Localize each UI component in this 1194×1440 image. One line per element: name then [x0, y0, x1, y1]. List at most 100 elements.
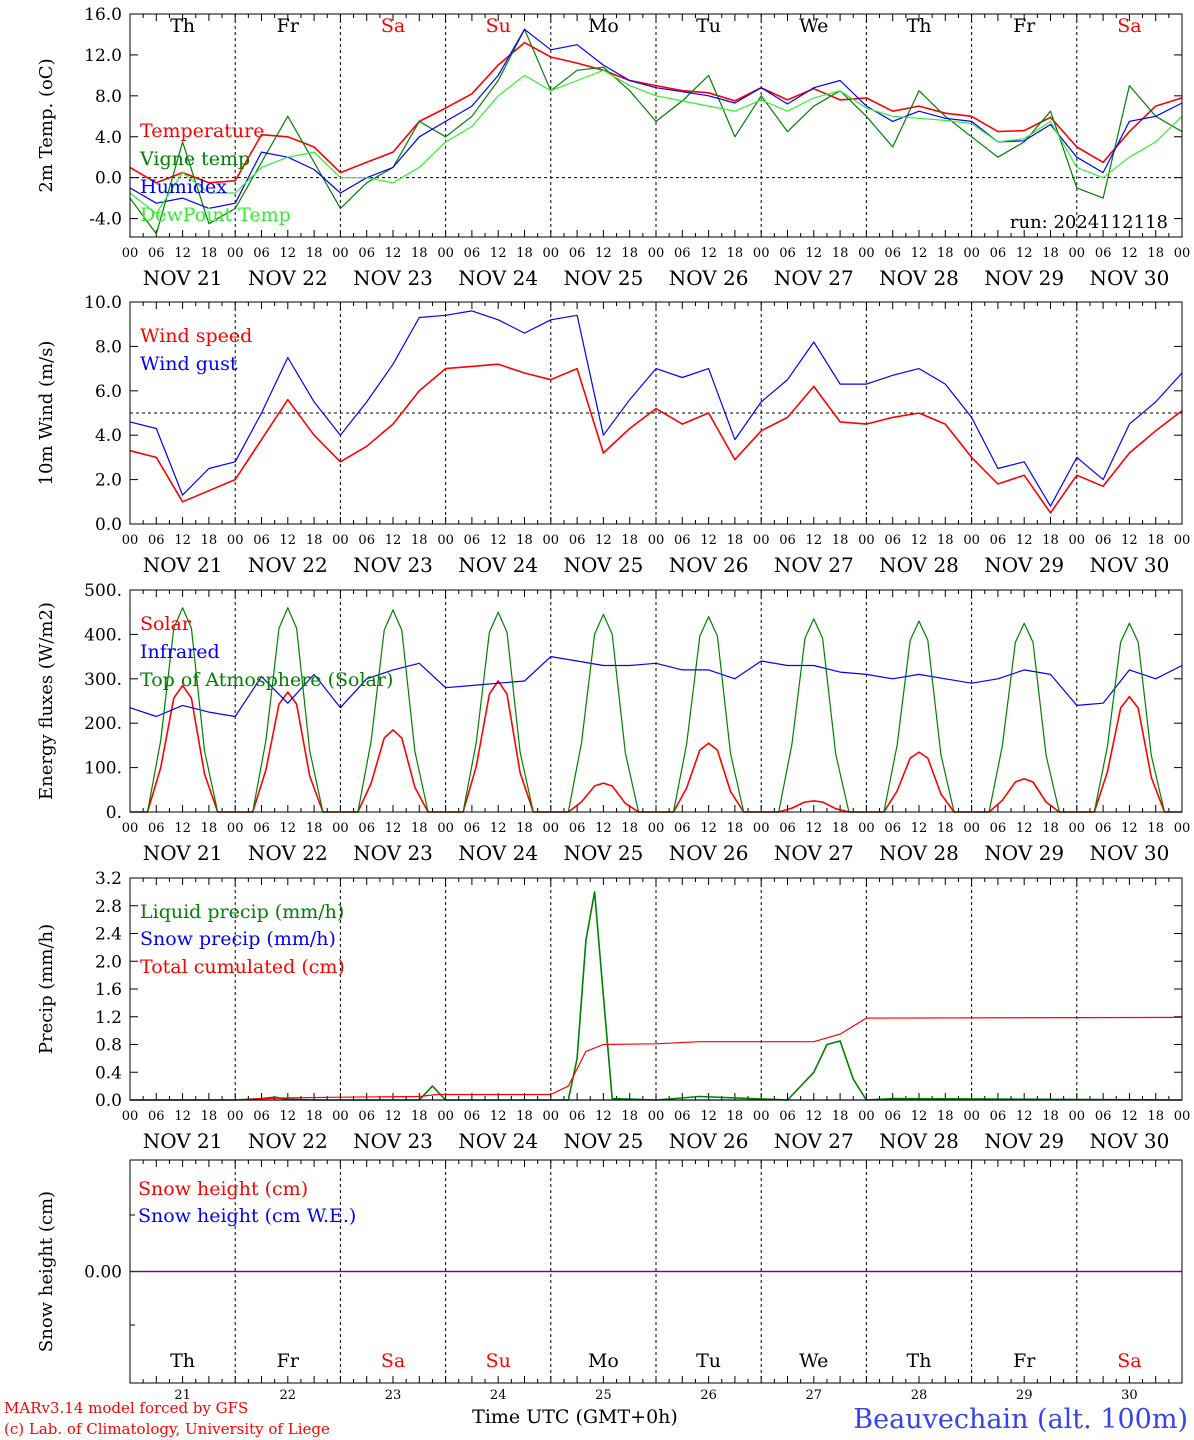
day-number-label: 21	[174, 1388, 191, 1403]
x-tick-label: 18	[621, 246, 638, 261]
x-tick-label: 12	[385, 1109, 402, 1124]
x-tick-label: 12	[490, 246, 507, 261]
x-tick-label: 06	[674, 246, 691, 261]
x-tick-label: 06	[569, 821, 586, 836]
x-tick-label: 00	[543, 533, 560, 548]
date-label: NOV 26	[669, 553, 749, 577]
legend-entry: Liquid precip (mm/h)	[140, 901, 344, 923]
date-label: NOV 28	[879, 266, 959, 290]
x-tick-label: 12	[700, 533, 717, 548]
y-tick-label: 500.	[84, 581, 122, 601]
x-tick-label: 18	[832, 533, 849, 548]
x-tick-label: 12	[174, 533, 191, 548]
x-tick-label: 06	[358, 1109, 375, 1124]
x-tick-label: 06	[148, 246, 165, 261]
y-tick-label: 4.0	[95, 128, 122, 148]
x-tick-label: 18	[727, 533, 744, 548]
date-label: NOV 30	[1090, 553, 1170, 577]
day-number-label: 25	[595, 1388, 612, 1403]
y-tick-label: 100.	[84, 759, 122, 779]
date-label: NOV 29	[984, 266, 1064, 290]
panel-3: 500. 400. 300. 200. 100. 0. Energy fluxes (W/m…	[36, 581, 1190, 865]
x-tick-label: 06	[148, 821, 165, 836]
x-tick-label: 12	[595, 533, 612, 548]
weekday-label: Su	[486, 1350, 511, 1372]
x-tick-label: 12	[490, 821, 507, 836]
date-label: NOV 30	[1090, 1129, 1170, 1153]
x-tick-label: 00	[648, 246, 665, 261]
day-number-label: 29	[1016, 1388, 1033, 1403]
date-label: NOV 27	[774, 841, 854, 865]
legend-entry: Top of Atmosphere (Solar)	[140, 669, 393, 691]
weekday-label: Sa	[381, 15, 405, 37]
weekday-label: Fr	[277, 15, 300, 37]
weekday-label: Fr	[1013, 15, 1036, 37]
legend-entry: Snow height (cm W.E.)	[138, 1205, 356, 1227]
series-wind-gust-line	[129, 310, 1183, 507]
weekday-label: Th	[907, 1350, 932, 1372]
panel-2: 10.0 8.0 6.0 4.0 2.0 0.0 10m Wind (m/s) 00 06 12 1…	[36, 293, 1190, 577]
x-tick-label: 00	[332, 246, 349, 261]
x-tick-label: 00	[543, 246, 560, 261]
series-infrared-line	[129, 656, 1183, 718]
weekday-label: Mo	[588, 15, 619, 37]
date-label: NOV 22	[248, 553, 328, 577]
x-tick-label: 18	[1042, 246, 1059, 261]
date-label: NOV 23	[353, 553, 433, 577]
weekday-label: Mo	[588, 1350, 619, 1372]
y-tick-label: 2.8	[95, 897, 122, 917]
x-tick-label: 12	[1016, 246, 1033, 261]
x-tick-label: 06	[358, 246, 375, 261]
x-tick-label: 12	[490, 533, 507, 548]
date-label: NOV 22	[248, 266, 328, 290]
plot-frame	[129, 13, 1183, 238]
credit-line-2: (c) Lab. of Climatology, University of L…	[4, 1420, 330, 1438]
x-tick-label: 06	[464, 246, 481, 261]
x-tick-label: 18	[516, 1109, 533, 1124]
x-tick-label: 12	[174, 246, 191, 261]
x-tick-label: 12	[806, 533, 823, 548]
x-tick-label: 18	[832, 246, 849, 261]
x-tick-label: 18	[306, 1109, 323, 1124]
plot-frame	[129, 877, 1183, 1101]
weekday-label: Th	[907, 15, 932, 37]
x-tick-label: 18	[516, 533, 533, 548]
date-label: NOV 22	[248, 841, 328, 865]
day-number-label: 27	[806, 1388, 823, 1403]
date-label: NOV 28	[879, 841, 959, 865]
run-label: run: 2024112118	[1010, 212, 1168, 233]
x-tick-label: 00	[753, 821, 770, 836]
day-number-label: 28	[911, 1388, 928, 1403]
legend-entry: Wind gust	[140, 353, 238, 375]
date-label: NOV 24	[458, 841, 538, 865]
x-tick-label: 12	[595, 246, 612, 261]
x-tick-label: 12	[280, 246, 297, 261]
x-tick-label: 06	[569, 246, 586, 261]
x-tick-label: 00	[648, 533, 665, 548]
date-label: NOV 26	[669, 841, 749, 865]
x-tick-label: 06	[464, 821, 481, 836]
y-axis-label: 10m Wind (m/s)	[36, 341, 57, 486]
x-tick-label: 00	[543, 821, 560, 836]
x-tick-label: 00	[1174, 246, 1191, 261]
series-dewpoint-temp-line	[129, 69, 1183, 215]
x-tick-label: 12	[806, 821, 823, 836]
x-tick-label: 06	[253, 821, 270, 836]
x-tick-label: 12	[911, 533, 928, 548]
x-tick-label: 18	[1042, 533, 1059, 548]
x-tick-label: 18	[201, 533, 218, 548]
x-tick-label: 18	[1147, 533, 1164, 548]
x-tick-label: 12	[385, 821, 402, 836]
x-tick-label: 12	[700, 821, 717, 836]
y-tick-label: 8.0	[95, 87, 122, 107]
x-tick-label: 00	[753, 1109, 770, 1124]
x-tick-label: 18	[411, 1109, 428, 1124]
panel-4: 3.2 2.8 2.4 2.0 1.6 1.2 0.8 0.4 0.0 Precip (mm/h)…	[36, 869, 1190, 1153]
x-tick-label: 18	[937, 533, 954, 548]
y-tick-label: 2.0	[95, 952, 122, 972]
x-tick-label: 18	[621, 821, 638, 836]
x-tick-label: 00	[122, 821, 139, 836]
date-label: NOV 30	[1090, 841, 1170, 865]
date-label: NOV 26	[669, 266, 749, 290]
